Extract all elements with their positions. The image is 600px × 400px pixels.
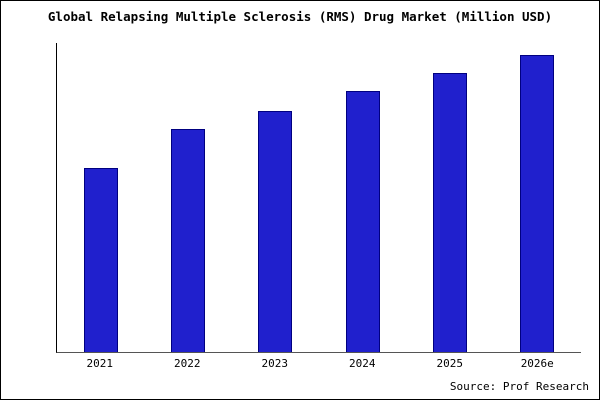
bar-slot [144, 43, 231, 352]
x-tick-label: 2025 [436, 357, 464, 370]
x-axis-tick-labels: 2021 2022 2023 2024 2025 2026e [56, 357, 581, 370]
bar [258, 111, 293, 352]
bar-slot [406, 43, 493, 352]
bar-slot [494, 43, 581, 352]
x-tick-label: 2026e [520, 357, 554, 370]
bar-slot [232, 43, 319, 352]
chart-title: Global Relapsing Multiple Sclerosis (RMS… [47, 9, 553, 24]
bar [170, 129, 205, 352]
x-tick-label: 2021 [86, 357, 114, 370]
x-tick-label: 2023 [261, 357, 289, 370]
bar [520, 54, 555, 352]
x-tick-label: 2022 [174, 357, 201, 370]
bar [345, 90, 380, 352]
source-note: Source: Prof Research [449, 380, 589, 393]
bars-container [57, 43, 581, 352]
x-tick-label: 2024 [349, 357, 376, 370]
bar-slot [319, 43, 406, 352]
bar-slot [57, 43, 144, 352]
plot-area [56, 43, 581, 353]
bar [432, 72, 467, 352]
bar [83, 167, 118, 352]
